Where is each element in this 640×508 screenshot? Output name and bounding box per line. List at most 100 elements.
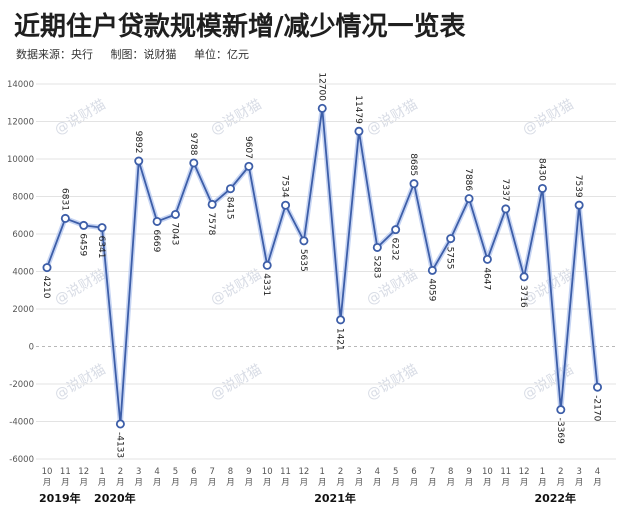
data-label: 8430 <box>536 158 546 181</box>
x-tick-label-unit: 月 <box>208 478 217 488</box>
x-tick-label-unit: 月 <box>538 478 547 488</box>
year-label: 2021年 <box>314 491 356 505</box>
data-point <box>170 209 180 219</box>
data-point <box>409 179 419 189</box>
x-tick-label-unit: 月 <box>153 478 162 488</box>
data-point <box>244 161 254 171</box>
unit-note: 单位：亿元 <box>194 48 249 61</box>
data-point <box>537 183 547 193</box>
x-tick-label-unit: 月 <box>318 478 327 488</box>
data-label: 7534 <box>280 175 290 198</box>
x-tick-label-unit: 月 <box>446 478 455 488</box>
watermark-text: @说财猫 <box>52 267 108 309</box>
x-tick-label-unit: 月 <box>355 478 364 488</box>
x-tick-label-unit: 月 <box>134 478 143 488</box>
data-point <box>482 254 492 264</box>
x-tick-label: 12 <box>298 467 309 477</box>
data-point <box>152 216 162 226</box>
chart-title: 近期住户贷款规模新增/减少情况一览表 <box>14 12 466 42</box>
watermark-text: @说财猫 <box>52 362 108 404</box>
data-label: 11479 <box>353 95 363 124</box>
data-point <box>464 194 474 204</box>
x-tick-label-unit: 月 <box>373 478 382 488</box>
data-point <box>446 234 456 244</box>
series-line-glow <box>44 105 600 427</box>
data-label: -4133 <box>114 432 124 458</box>
x-tick-label: 7 <box>430 467 435 477</box>
data-point <box>97 223 107 233</box>
x-tick-label: 5 <box>173 467 178 477</box>
x-tick-label: 3 <box>356 467 361 477</box>
data-label: 7043 <box>169 222 179 245</box>
data-label: 6341 <box>96 236 106 259</box>
data-label: 9788 <box>188 133 198 156</box>
source-note: 数据来源：央行 <box>16 48 93 61</box>
data-point <box>501 204 511 214</box>
x-tick-label-unit: 月 <box>116 478 125 488</box>
data-label: 6831 <box>59 188 69 211</box>
data-point <box>299 236 309 246</box>
x-tick-label: 10 <box>42 467 53 477</box>
data-point <box>336 315 346 325</box>
data-label: 4647 <box>481 267 491 290</box>
data-point <box>42 263 52 273</box>
data-label: 5283 <box>371 255 381 278</box>
y-tick-label: 2000 <box>12 305 34 315</box>
x-tick-label: 6 <box>191 467 196 477</box>
y-tick-label: 10000 <box>7 155 34 165</box>
x-tick-label: 7 <box>209 467 214 477</box>
x-tick-label: 2 <box>558 467 563 477</box>
x-tick-label-unit: 月 <box>171 478 180 488</box>
watermark-text: @说财猫 <box>52 97 108 139</box>
data-point <box>189 158 199 168</box>
data-point <box>281 200 291 210</box>
x-tick-label-unit: 月 <box>43 478 52 488</box>
x-tick-label-unit: 月 <box>501 478 510 488</box>
data-point <box>372 242 382 252</box>
year-label: 2022年 <box>534 491 576 505</box>
data-label: 4331 <box>261 273 271 296</box>
data-point <box>79 220 89 230</box>
x-tick-label: 10 <box>482 467 493 477</box>
x-tick-label: 10 <box>262 467 273 477</box>
data-point <box>574 200 584 210</box>
data-label: 4210 <box>41 276 51 299</box>
y-tick-label: 6000 <box>12 230 34 240</box>
x-tick-label-unit: 月 <box>226 478 235 488</box>
x-tick-label: 8 <box>228 467 233 477</box>
data-label: 5755 <box>445 247 455 270</box>
x-tick-label-unit: 月 <box>263 478 272 488</box>
data-label: 12700 <box>316 72 326 101</box>
data-label: -2170 <box>592 395 602 421</box>
x-tick-label: 4 <box>595 467 600 477</box>
x-tick-label-unit: 月 <box>61 478 70 488</box>
data-point <box>317 103 327 113</box>
x-tick-label: 4 <box>375 467 380 477</box>
data-label: 5635 <box>298 249 308 272</box>
x-tick-label-unit: 月 <box>391 478 400 488</box>
watermark-text: @说财猫 <box>364 362 420 404</box>
data-point <box>427 265 437 275</box>
x-tick-label-unit: 月 <box>483 478 492 488</box>
data-label: 9607 <box>243 136 253 159</box>
x-tick-label-unit: 月 <box>520 478 529 488</box>
x-tick-label: 12 <box>78 467 89 477</box>
data-point <box>134 156 144 166</box>
data-label: 7539 <box>573 175 583 198</box>
x-tick-label: 3 <box>136 467 141 477</box>
data-label: 8415 <box>225 197 235 220</box>
x-tick-label: 2 <box>118 467 123 477</box>
x-tick-label-unit: 月 <box>336 478 345 488</box>
data-label: 7337 <box>500 179 510 202</box>
x-tick-label-unit: 月 <box>79 478 88 488</box>
data-label: 4059 <box>426 278 436 301</box>
x-tick-label-unit: 月 <box>465 478 474 488</box>
x-tick-label: 11 <box>280 467 291 477</box>
x-tick-label: 1 <box>99 467 104 477</box>
year-label: 2019年 <box>39 491 81 505</box>
y-tick-label: -6000 <box>9 455 34 465</box>
watermark-text: @说财猫 <box>208 97 264 139</box>
x-tick-label-unit: 月 <box>281 478 290 488</box>
y-tick-label: 12000 <box>7 118 34 128</box>
year-label: 2020年 <box>94 491 136 505</box>
